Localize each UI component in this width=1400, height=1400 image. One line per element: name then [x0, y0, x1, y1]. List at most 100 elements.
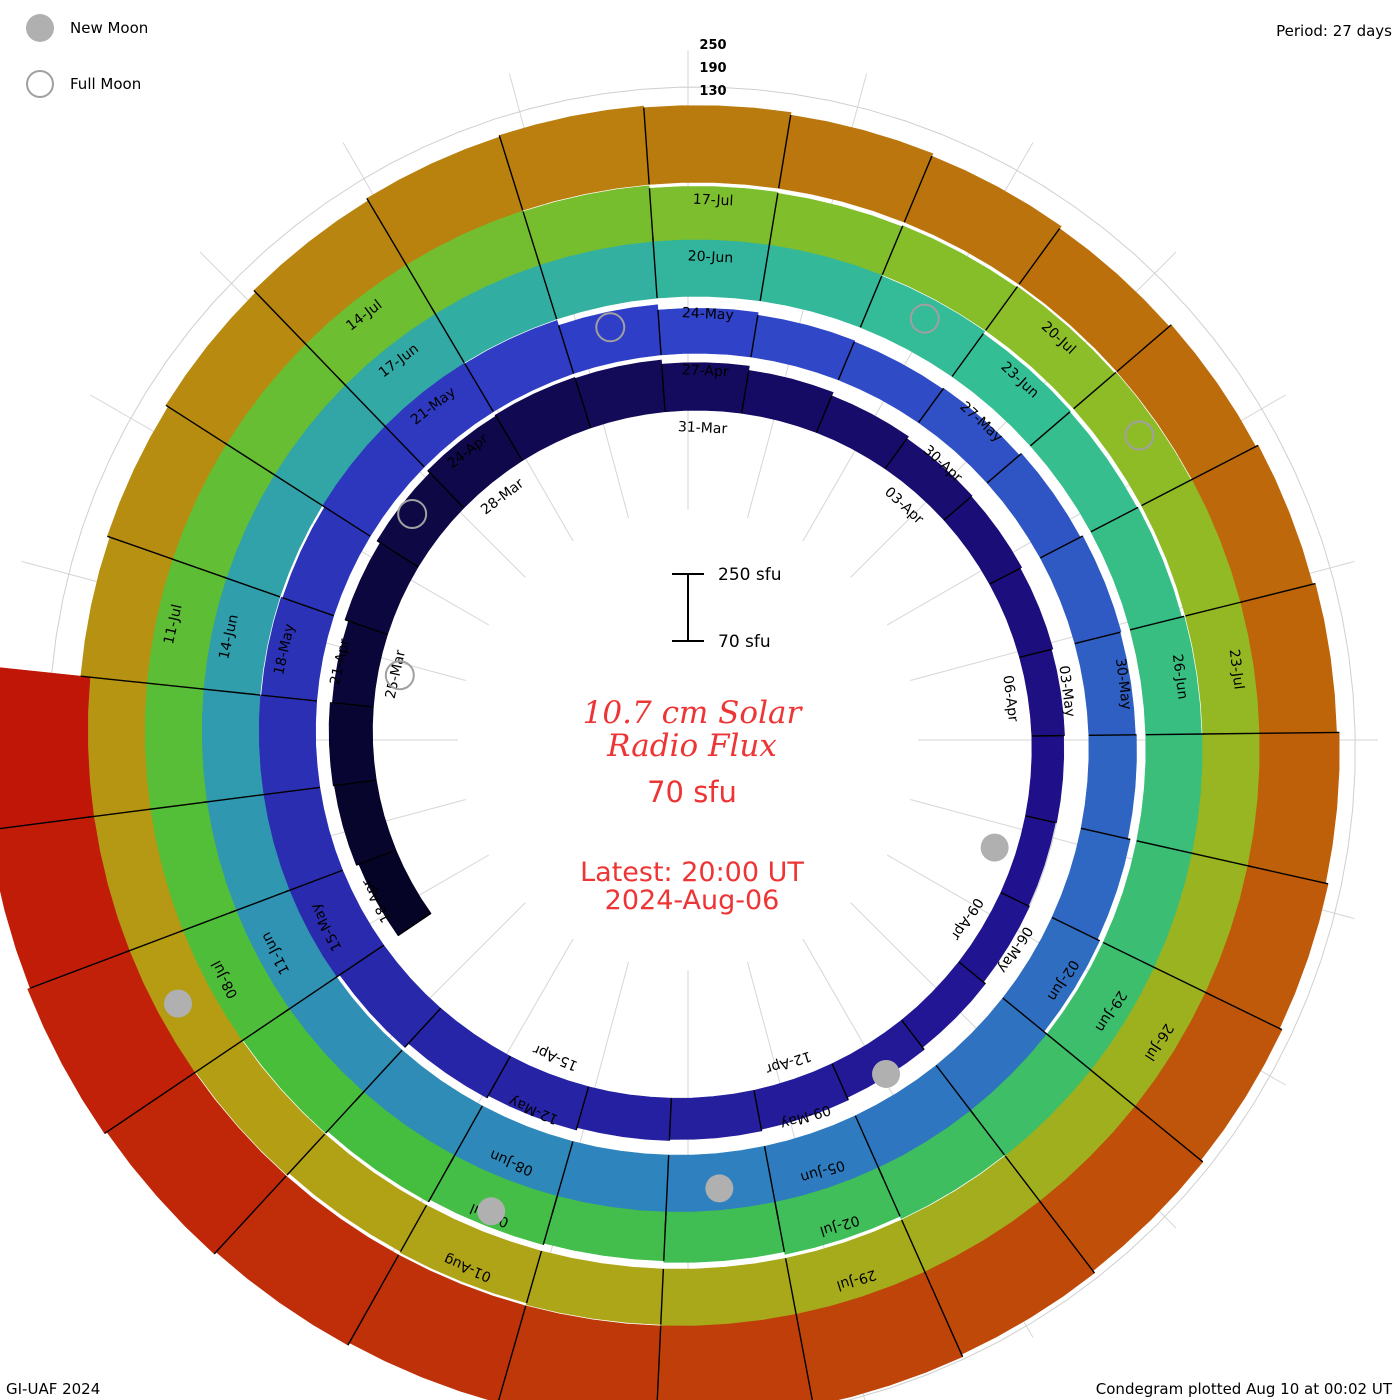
day-separator [170, 558, 227, 579]
flux-bar [0, 816, 130, 989]
day-separator [753, 1090, 763, 1132]
flux-bar [656, 1313, 813, 1400]
day-separator [943, 496, 972, 521]
flux-bar [750, 314, 856, 381]
day-separator [1090, 506, 1139, 533]
day-separator [901, 1019, 925, 1050]
day-separator [1191, 444, 1259, 481]
day-separator [165, 404, 227, 445]
day-separator [202, 793, 264, 804]
day-separator [285, 869, 343, 893]
day-separator [901, 1219, 927, 1275]
top-scale: 250 190 130 [699, 38, 726, 99]
day-separator [1102, 941, 1156, 969]
day-separator [29, 950, 130, 989]
day-separator [525, 1250, 543, 1304]
flux-bar [328, 702, 377, 787]
day-separator [338, 377, 386, 427]
day-separator [335, 944, 385, 979]
flux-bar [261, 596, 335, 702]
day-separator [877, 1167, 901, 1217]
top-scale-label-1: 250 [699, 38, 726, 53]
day-separator [1090, 1069, 1140, 1111]
day-separator [261, 786, 320, 796]
day-separator [1046, 1033, 1092, 1071]
day-separator [464, 363, 494, 412]
reference-level: 70 sfu [647, 775, 737, 809]
day-separators [0, 107, 1340, 1400]
day-separator [261, 694, 317, 702]
day-separator [302, 340, 346, 386]
day-separator [648, 188, 654, 242]
date-label: 03-May [1055, 665, 1077, 718]
flux-bar [816, 395, 909, 470]
day-separator [903, 155, 933, 223]
day-separator [1002, 997, 1049, 1036]
new-moon-marker [872, 1059, 901, 1088]
day-separator [229, 889, 290, 914]
day-separator [935, 1064, 976, 1117]
flux-bar [795, 1271, 963, 1400]
flux-bar [657, 308, 759, 358]
day-separator [657, 309, 662, 355]
day-separator [759, 243, 771, 301]
day-separator [333, 779, 377, 787]
flux-bar [464, 320, 574, 413]
day-separator [344, 618, 388, 636]
legend-new-moon-label: New Moon [70, 19, 149, 37]
new-moon-marker [477, 1197, 506, 1226]
day-separator [668, 1098, 673, 1141]
day-separator [986, 453, 1022, 484]
day-separator [201, 688, 261, 696]
day-separator [750, 315, 759, 358]
period-label: Period: 27 days [1276, 22, 1392, 40]
day-separator [557, 325, 575, 374]
flux-bar [0, 667, 95, 829]
day-separator [1136, 840, 1195, 855]
day-separator [286, 1133, 326, 1176]
day-separator [1039, 535, 1083, 559]
day-separator [180, 909, 237, 933]
flux-bar [649, 186, 779, 245]
date-label: 23-Jul [1226, 648, 1247, 690]
day-separator [985, 286, 1018, 331]
new-moon-icon [26, 14, 54, 42]
day-separator [660, 1268, 665, 1325]
flux-bar [257, 694, 321, 796]
day-separator [1080, 827, 1131, 841]
day-separator [522, 211, 541, 265]
day-separator [815, 395, 833, 433]
flux-bar [951, 333, 1072, 447]
day-separator [774, 1202, 786, 1252]
day-separator [537, 259, 558, 320]
date-label: 15-Apr [531, 1041, 581, 1074]
day-separator [148, 801, 207, 811]
day-separator [240, 1008, 290, 1043]
flux-bar [1025, 735, 1064, 824]
day-separator [652, 237, 658, 299]
plotted-label: Condegram plotted Aug 10 at 00:02 UT [1095, 1380, 1392, 1398]
date-label: 24-May [682, 305, 735, 323]
flux-bar [669, 1089, 762, 1140]
moon-markers [164, 303, 1155, 1226]
full-moon-marker [397, 498, 428, 529]
date-label: 12-Apr [764, 1048, 814, 1077]
flux-bar [1039, 535, 1122, 644]
day-separator [777, 114, 792, 189]
flux-bar [197, 688, 264, 803]
flux-bar [143, 682, 208, 810]
day-separator [1029, 411, 1071, 447]
flux-bar [660, 1257, 797, 1327]
full-moon-marker [384, 660, 415, 691]
flux-bar [884, 438, 973, 521]
flux-bar [1247, 732, 1340, 884]
flux-bar [525, 1250, 664, 1325]
day-separator [397, 912, 432, 937]
legend-full-moon-label: Full Moon [70, 75, 142, 93]
flux-bar [558, 304, 662, 374]
flux-bar [1136, 733, 1205, 854]
day-separator [1073, 371, 1117, 410]
day-separator [399, 1204, 428, 1252]
day-separator [104, 1072, 196, 1135]
day-separator [970, 1110, 1006, 1156]
